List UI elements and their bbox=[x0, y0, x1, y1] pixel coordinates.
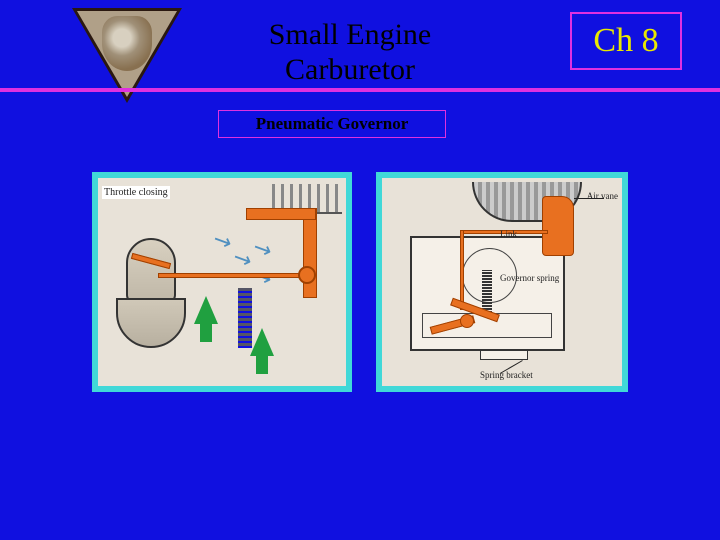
slide-title: Small Engine Carburetor bbox=[200, 18, 500, 87]
subtitle-box: Pneumatic Governor bbox=[218, 110, 446, 138]
title-line-2: Carburetor bbox=[285, 53, 415, 86]
figure-row: Throttle closing ↘ ↘ ↘ ↘ bbox=[92, 172, 628, 392]
motion-arrow-up-2 bbox=[250, 328, 274, 356]
throttle-linkage-horizontal bbox=[158, 273, 308, 278]
logo-triangle-engine-image bbox=[72, 8, 182, 118]
slide-header: Small Engine Carburetor Ch 8 bbox=[0, 0, 720, 100]
chapter-badge: Ch 8 bbox=[570, 12, 682, 70]
motion-arrow-up-1 bbox=[194, 296, 218, 324]
carburetor-throat bbox=[126, 238, 176, 303]
carburetor-body bbox=[106, 238, 206, 348]
figure-left-label: Throttle closing bbox=[102, 186, 170, 199]
air-vane bbox=[542, 196, 574, 256]
header-divider bbox=[0, 88, 720, 92]
label-spring-bracket: Spring bracket bbox=[480, 371, 533, 380]
chapter-text: Ch 8 bbox=[593, 22, 658, 60]
throttle-linkage-vertical bbox=[303, 208, 317, 298]
throttle-linkage-pivot bbox=[298, 266, 316, 284]
subtitle-text: Pneumatic Governor bbox=[256, 114, 409, 134]
airflow-arrows: ↘ ↘ ↘ ↘ bbox=[213, 228, 293, 298]
throttle-linkage-top bbox=[246, 208, 316, 220]
governor-link-vertical bbox=[460, 230, 464, 310]
label-link: Link bbox=[500, 230, 517, 239]
spring-bracket bbox=[480, 350, 528, 360]
figure-air-vane-governor: Air vane Link Governor spring Spring bra… bbox=[376, 172, 628, 392]
throttle-lever-pivot bbox=[460, 314, 474, 328]
throttle-lever bbox=[430, 306, 500, 346]
label-governor-spring: Governor spring bbox=[500, 274, 559, 283]
float-bowl bbox=[116, 298, 186, 348]
figure-throttle-closing: Throttle closing ↘ ↘ ↘ ↘ bbox=[92, 172, 352, 392]
title-line-1: Small Engine bbox=[269, 18, 431, 51]
label-air-vane: Air vane bbox=[587, 192, 618, 201]
